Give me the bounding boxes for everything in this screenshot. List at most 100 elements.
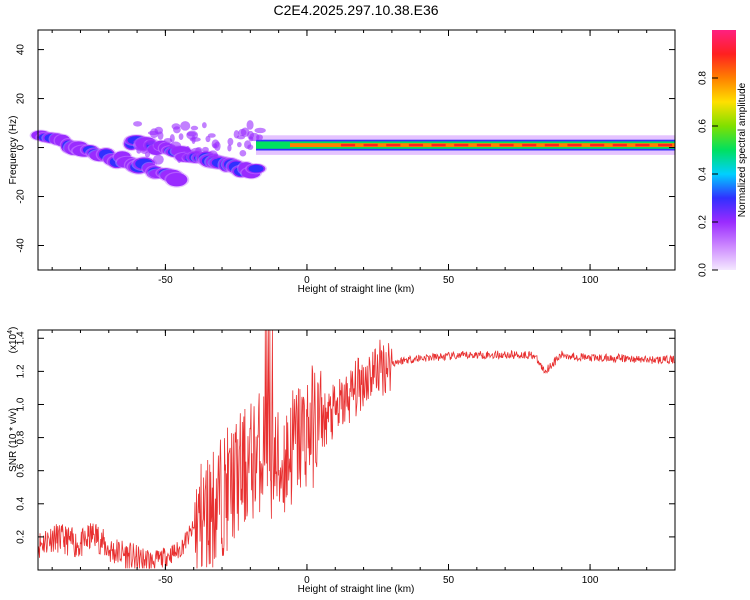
spectrogram-speckle [180, 121, 191, 131]
colorbar: 0.0 0.2 0.4 0.6 0.8 Normalized spectral ampl… [698, 30, 748, 277]
spectrogram-speckle [186, 131, 197, 137]
snr-y-tick-label: 0.2 [16, 530, 27, 544]
descending-band-1-blob [166, 172, 188, 187]
spectrogram-speckle [205, 135, 211, 143]
snr-y-tick-label: 0.6 [16, 463, 27, 477]
spectrogram-frame [37, 29, 676, 271]
constant-band-peak [386, 143, 401, 147]
snr-y-tick-label: 1.0 [16, 397, 27, 411]
spectrogram-speckle [163, 137, 173, 144]
spectrogram-y-ticks: 40 20 0 -20 -40 [16, 44, 675, 253]
constant-band-peak [408, 143, 424, 147]
spectrogram-x-tick-label: 0 [304, 275, 310, 286]
spectrogram-speckle [191, 135, 196, 144]
snr-frame [37, 329, 676, 571]
constant-band-peak [544, 143, 559, 147]
colorbar-tick-label: 0.4 [698, 167, 709, 181]
constant-band-peak [658, 143, 673, 147]
spectrogram-y-tick-label: -40 [16, 238, 27, 253]
spectrogram-speckle [211, 139, 220, 149]
spectrogram-speckle [191, 147, 202, 154]
snr-x-axis-label: Height of straight line (km) [298, 584, 415, 595]
snr-y-tick-label: 0.8 [16, 430, 27, 444]
colorbar-label: Normalized spectral amplitude [737, 82, 748, 217]
spectrogram-speckle [202, 122, 207, 129]
snr-content [38, 330, 675, 569]
snr-plot-area [38, 330, 675, 570]
colorbar-tick-label: 0.2 [698, 215, 709, 229]
spectrogram-speckle [153, 154, 164, 165]
spectrogram-speckle [246, 120, 254, 130]
spectrogram-speckle [207, 133, 216, 138]
spectrogram-speckle [133, 121, 143, 127]
spectrogram-speckle [254, 127, 266, 134]
constant-band-peak [522, 143, 537, 147]
colorbar-gradient [712, 30, 736, 270]
spectrogram-content [29, 120, 676, 188]
spectrogram-speckle [247, 130, 254, 140]
snr-x-tick-label: -50 [158, 575, 173, 586]
spectrogram-x-tick-label: -50 [158, 275, 173, 286]
spectrogram-speckle [227, 144, 232, 152]
snr-y-tick-label: 0.4 [16, 496, 27, 510]
spectrogram-speckle [178, 133, 184, 140]
constant-band-peak [454, 143, 469, 147]
constant-band-peak [612, 143, 627, 147]
spectrogram-y-axis-label: Frequency (Hz) [8, 116, 19, 185]
spectrogram-x-tick-label: 50 [443, 275, 455, 286]
snr-series-line [38, 330, 675, 569]
spectrogram-speckle [233, 130, 240, 139]
snr-y-tick-label: 1.2 [16, 364, 27, 378]
constant-band-peak [476, 143, 491, 147]
snr-panel: -50 0 50 100 0.2 0.4 0.6 0.8 1.0 1.2 1.4 Height o… [7, 327, 676, 595]
constant-band-peak [635, 143, 650, 147]
spectrogram-x-ticks: -50 0 50 100 [51, 30, 676, 286]
spectrogram-speckle [136, 147, 142, 154]
spectrogram-speckle [190, 125, 199, 131]
snr-y-ticks: 0.2 0.4 0.6 0.8 1.0 1.2 1.4 [16, 331, 675, 544]
spectrogram-speckle [181, 153, 190, 160]
spectrogram-speckle [144, 151, 151, 158]
colorbar-tick-label: 0.0 [698, 263, 709, 277]
spectrogram-speckle [154, 126, 164, 135]
spectrogram-panel: -50 0 50 100 40 20 0 -20 -40 Height of straight… [8, 29, 676, 295]
constant-band-peak [363, 143, 378, 147]
snr-multiplier: (x104) [7, 327, 19, 354]
constant-band-peak [590, 143, 605, 147]
spectrogram-speckle [185, 146, 190, 153]
spectrogram-speckle [169, 141, 182, 150]
colorbar-ticks: 0.0 0.2 0.4 0.6 0.8 [698, 71, 718, 277]
snr-y-axis-label: SNR (10 * v/v) [8, 408, 19, 472]
constant-band-peak [567, 143, 582, 147]
spectrogram-speckle [149, 144, 154, 151]
snr-x-tick-label: 50 [443, 575, 455, 586]
spectrogram-speckle [227, 137, 234, 146]
colorbar-tick-label: 0.8 [698, 71, 709, 85]
constant-band-peak [499, 143, 514, 147]
colorbar-tick-label: 0.6 [698, 119, 709, 133]
spectrogram-y-tick-label: -20 [16, 189, 27, 204]
snr-x-tick-label: 0 [304, 575, 310, 586]
spectrogram-speckle [239, 149, 247, 157]
constant-band-peak [431, 143, 446, 147]
spectrogram-speckle [208, 150, 218, 159]
snr-x-tick-label: 100 [582, 575, 599, 586]
snr-y-tick-label: 1.4 [16, 331, 27, 345]
spectrogram-speckle [256, 134, 263, 141]
spectrogram-speckle [176, 154, 182, 164]
spectrogram-x-tick-label: 100 [582, 275, 599, 286]
spectrogram-speckle [145, 140, 156, 146]
chart-title: C2E4.2025.297.10.38.E36 [273, 2, 438, 18]
spectrogram-speckle [236, 142, 242, 148]
spectrogram-y-tick-label: 40 [16, 44, 27, 56]
spectrogram-x-axis-label: Height of straight line (km) [298, 284, 415, 295]
spectrogram-speckle [202, 146, 209, 153]
spectrogram-speckle [133, 139, 141, 144]
spectrogram-speckle [244, 140, 252, 149]
descending-band-2-blob [248, 164, 264, 173]
spectrogram-speckle [173, 126, 181, 134]
spectrogram-y-tick-label: 0 [16, 144, 27, 150]
spectrogram-y-tick-label: 20 [16, 93, 27, 105]
constant-band-peak [340, 143, 356, 147]
